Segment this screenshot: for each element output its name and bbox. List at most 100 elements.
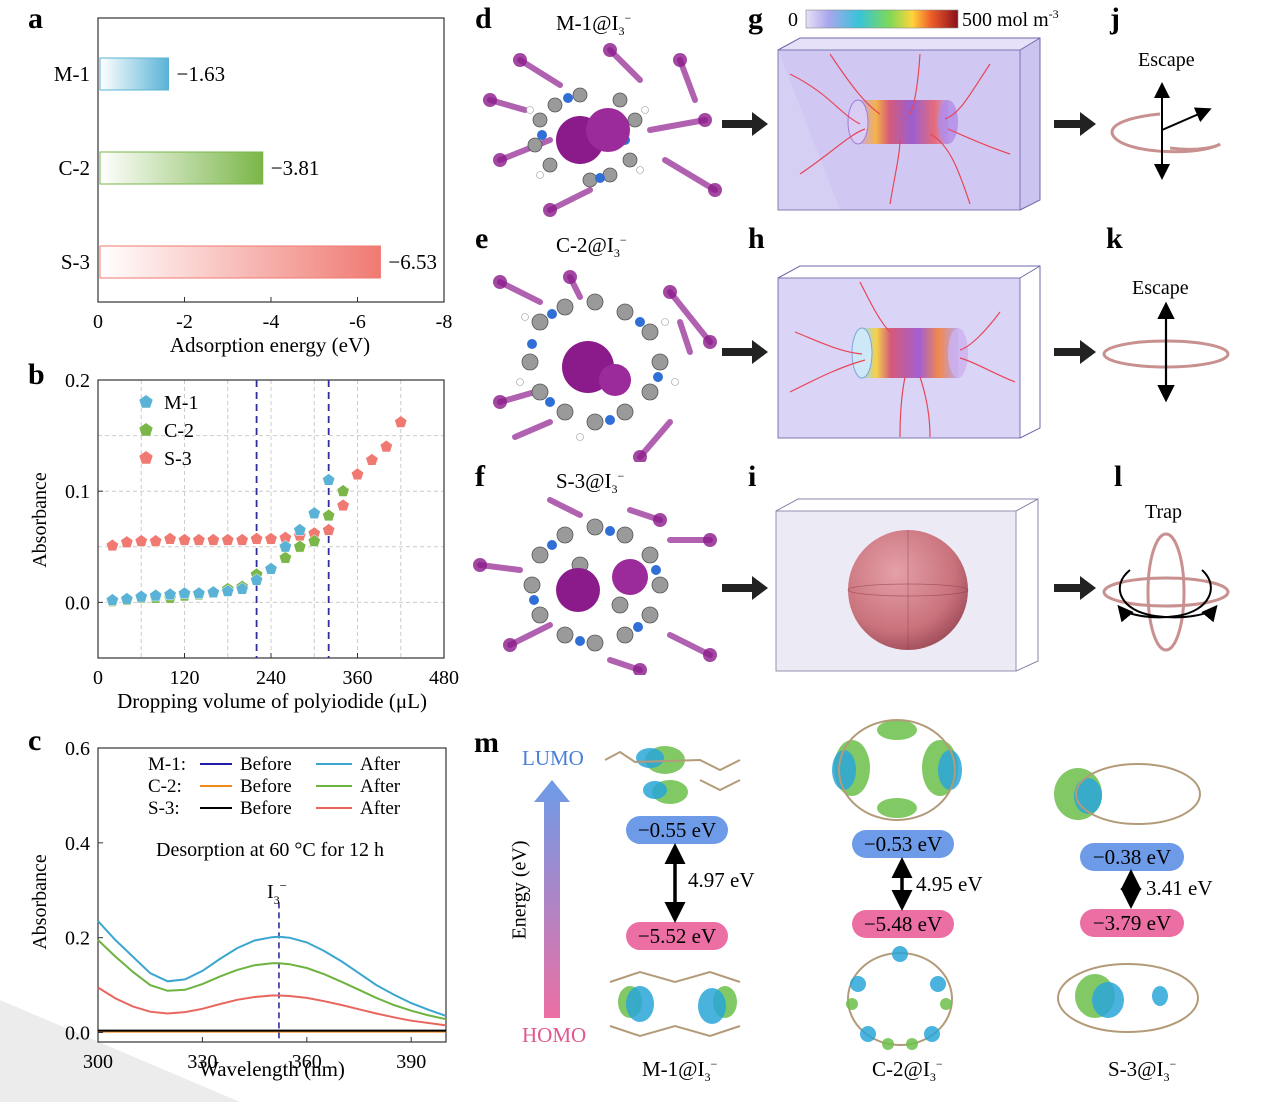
concentration-colorbar: 0 500 mol m-3	[788, 7, 1059, 31]
legend-sample-name: C-2:	[148, 776, 182, 797]
legend-before-label: Before	[240, 798, 292, 819]
x-tick-label: -4	[263, 311, 280, 333]
arrow-g-to-j	[1054, 112, 1096, 136]
lumo-energy-m1: −0.55 eV	[626, 816, 728, 844]
point-m-1	[206, 585, 220, 598]
bar-c-2	[99, 151, 264, 185]
simulation-box-g	[777, 37, 1041, 211]
panel-letter-e: e	[475, 222, 489, 255]
x-tick-label: -6	[349, 311, 366, 333]
value-label: −1.63	[176, 62, 225, 86]
lumo-energy-c2: −0.53 eV	[852, 830, 954, 858]
legend-after-label: After	[360, 754, 401, 775]
y-tick-label: 0.1	[65, 481, 90, 503]
gap-m1: 4.97 eV	[688, 868, 755, 892]
point-m-1	[322, 473, 336, 486]
category-label: C-2	[59, 156, 91, 180]
adsorption-energy-chart: M-1 −1.63 C-2 −3.81 S-3 −6.53 0 -2 -4 -6 -8 Adsor…	[54, 17, 453, 357]
x-axis-label: Wavelength (nm)	[199, 1057, 345, 1081]
point-s-3	[163, 532, 177, 545]
point-m-1	[278, 539, 292, 553]
trap-label-l: Trap	[1145, 501, 1183, 523]
escape-schematic-k	[1102, 301, 1230, 403]
x-tick-label: 390	[396, 1051, 426, 1073]
y-tick-label: 0.6	[65, 738, 90, 760]
x-tick-label: -2	[176, 311, 193, 333]
arrow-e-to-h	[722, 340, 768, 364]
homo-energy-c2: −5.48 eV	[852, 910, 954, 938]
point-m-1	[105, 593, 119, 606]
point-s-3	[206, 533, 220, 546]
lumo-energy-s3: −0.38 eV	[1080, 843, 1184, 871]
homo-energy-s3: −3.79 eV	[1080, 909, 1184, 937]
category-label: S-3	[61, 250, 90, 274]
point-m-1	[250, 573, 264, 586]
colorbar-max: 500 mol m-3	[962, 7, 1059, 31]
legend-label: M-1	[164, 392, 198, 414]
bar-s-3	[99, 245, 381, 279]
series-s-3-after	[97, 986, 447, 1027]
point-s-3	[250, 532, 264, 545]
point-m-1	[163, 587, 177, 601]
point-m-1	[235, 582, 249, 595]
point-c-2	[322, 508, 336, 522]
x-tick-label: 480	[429, 667, 459, 689]
energy-axis-label: Energy (eV)	[508, 840, 531, 940]
y-tick-label: 0.4	[65, 833, 90, 855]
molecule-name-s3: S-3@I3−	[1108, 1057, 1177, 1085]
value-label: −3.81	[271, 156, 320, 180]
simulation-box-h	[777, 265, 1041, 439]
point-s-3	[379, 439, 393, 453]
y-axis-label: Absorbance	[29, 472, 51, 568]
point-s-3	[351, 467, 364, 481]
x-axis-label: Adsorption energy (eV)	[170, 333, 370, 357]
panel-letter-i: i	[748, 460, 757, 493]
arrow-h-to-k	[1054, 340, 1096, 364]
panel-letter-b: b	[28, 358, 45, 391]
panel-letter-f: f	[475, 460, 485, 493]
y-tick-label: 0.2	[65, 928, 90, 950]
orbital-lumo-c2	[832, 719, 962, 821]
molecule-structure-m1	[483, 43, 722, 217]
point-s-3	[105, 538, 119, 552]
point-m-1	[307, 506, 321, 519]
x-tick-label: 120	[170, 667, 200, 689]
point-s-3	[221, 533, 235, 546]
legend-marker	[139, 451, 153, 464]
point-s-3	[178, 533, 191, 546]
molecule-structure-s3	[473, 497, 717, 675]
legend-label: S-3	[164, 448, 192, 470]
panel-letter-k: k	[1106, 222, 1123, 255]
series-c-2-after	[97, 939, 447, 1021]
point-s-3	[235, 533, 249, 546]
molecule-label-f: S-3@I3−	[556, 469, 625, 497]
x-tick-label: 0	[93, 667, 103, 689]
simulation-box-i	[775, 498, 1039, 672]
escape-schematic-j	[1110, 82, 1222, 180]
x-tick-label: 0	[93, 311, 103, 333]
point-s-3	[149, 534, 163, 547]
point-s-3	[322, 523, 336, 536]
x-tick-label: -8	[436, 311, 453, 333]
homo-energy-m1: −5.52 eV	[626, 922, 728, 950]
legend-before-label: Before	[240, 776, 292, 797]
x-tick-label: 360	[292, 1051, 322, 1073]
escape-label-k: Escape	[1132, 277, 1189, 299]
panel-letter-d: d	[475, 2, 492, 35]
panel-letter-h: h	[748, 222, 765, 255]
legend-after-label: After	[360, 798, 401, 819]
value-label: −6.53	[388, 250, 437, 274]
point-s-3	[264, 532, 278, 545]
y-tick-label: 0.2	[65, 370, 90, 392]
y-tick-label: 0.0	[65, 592, 90, 614]
arrows	[722, 112, 1096, 600]
point-s-3	[365, 453, 379, 466]
orbital-lumo-s3	[1054, 763, 1201, 825]
point-m-1	[149, 588, 163, 602]
plot-frame	[97, 747, 447, 1043]
arrow-i-to-l	[1054, 576, 1096, 600]
molecule-label-e: C-2@I3−	[556, 233, 627, 261]
x-axis-label: Dropping volume of polyiodide (μL)	[117, 689, 427, 713]
point-c-2	[307, 534, 321, 547]
legend-marker	[139, 423, 153, 436]
